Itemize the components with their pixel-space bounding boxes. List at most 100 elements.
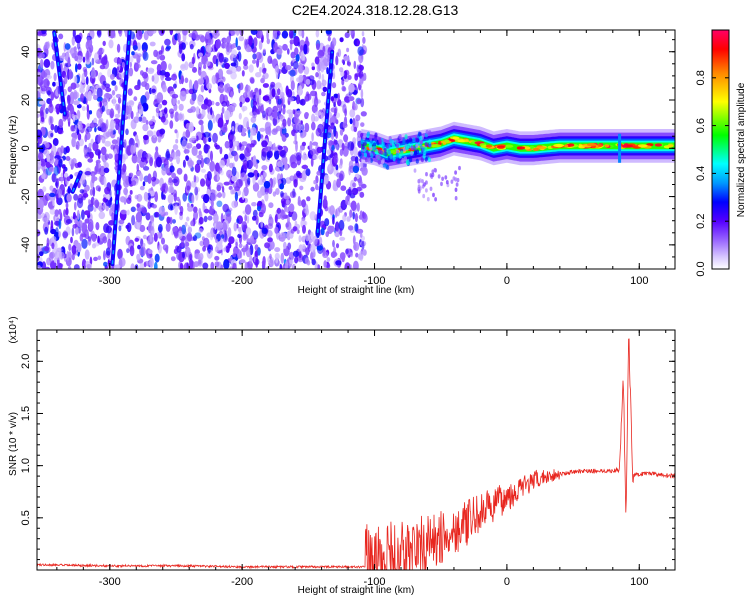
noise-cell: [230, 71, 237, 80]
signal-spread: [402, 138, 406, 143]
noise-cell: [155, 107, 160, 114]
noise-cell: [207, 215, 213, 221]
noise-cell: [202, 237, 210, 248]
noise-cell: [315, 127, 322, 137]
noise-cell: [359, 232, 363, 238]
noise-cell: [48, 103, 54, 114]
noise-cell: [285, 65, 292, 71]
noise-cell: [85, 51, 91, 62]
noise-cell: [280, 198, 286, 205]
signal-tail: [440, 181, 443, 187]
signal-spread: [420, 157, 424, 163]
noise-cell: [262, 48, 266, 54]
signal-spread: [373, 145, 377, 151]
noise-cell: [226, 42, 230, 53]
noise-cell: [105, 247, 111, 256]
signal-spread: [360, 133, 364, 138]
noise-cell: [353, 241, 360, 252]
noise-cell: [76, 104, 82, 109]
noise-cell: [224, 230, 227, 241]
noise-cell: [207, 244, 211, 255]
signal-spread: [358, 151, 362, 157]
noise-cell: [330, 96, 335, 102]
noise-cell: [189, 98, 195, 105]
noise-cell: [111, 80, 117, 86]
noise-cell: [151, 75, 155, 82]
signal-spread: [369, 135, 373, 141]
noise-cell: [362, 211, 365, 219]
noise-cell: [68, 243, 72, 251]
noise-cell: [194, 186, 199, 196]
noise-cell: [330, 122, 335, 130]
signal-hotspot: [532, 147, 540, 151]
noise-cell: [281, 30, 289, 39]
noise-cell: [209, 229, 214, 241]
noise-cell: [64, 43, 71, 50]
noise-cell: [287, 48, 290, 55]
noise-cell: [174, 111, 180, 122]
noise-cell: [159, 54, 166, 61]
noise-cell: [180, 63, 187, 71]
noise-cell: [102, 40, 106, 47]
noise-cell: [208, 30, 212, 33]
noise-cell: [81, 78, 86, 84]
noise-cell: [191, 56, 195, 65]
noise-cell: [102, 203, 107, 210]
noise-cell: [274, 149, 280, 160]
noise-cell: [191, 146, 198, 156]
noise-cell: [275, 125, 282, 132]
noise-cell: [315, 72, 319, 78]
noise-cell: [135, 211, 143, 223]
noise-cell: [68, 69, 73, 80]
noise-cell: [309, 243, 316, 253]
noise-cell: [280, 252, 285, 264]
noise-cell: [188, 79, 193, 90]
noise-cell: [337, 92, 341, 101]
noise-cell: [222, 203, 229, 213]
noise-cell: [39, 53, 45, 59]
signal-tail: [422, 193, 426, 199]
noise-cell: [76, 41, 81, 50]
noise-cell: [131, 51, 135, 56]
noise-cell: [102, 132, 110, 140]
noise-cell: [258, 95, 262, 104]
noise-cell: [261, 140, 268, 148]
noise-cell: [339, 67, 344, 73]
signal-spread: [389, 138, 393, 144]
noise-cell: [49, 185, 54, 191]
signal-spread: [363, 141, 367, 147]
noise-cell: [187, 206, 194, 212]
noise-cell: [337, 99, 342, 107]
noise-cell: [301, 30, 305, 39]
signal-spread: [377, 159, 381, 165]
noise-cell: [327, 36, 331, 42]
noise-cell: [182, 159, 186, 168]
noise-cell: [242, 245, 246, 256]
signal-spread: [384, 151, 388, 157]
noise-cell: [46, 153, 50, 163]
noise-cell: [222, 221, 228, 233]
x-tick-label: -200: [231, 576, 253, 588]
noise-cell: [292, 188, 296, 198]
noise-cell: [342, 214, 347, 222]
noise-cell: [200, 123, 204, 134]
signal-spread: [381, 141, 385, 147]
noise-cell: [166, 216, 171, 224]
noise-cell: [301, 199, 306, 208]
noise-cell: [289, 39, 294, 45]
noise-cell: [230, 91, 234, 99]
noise-cell: [76, 197, 84, 209]
noise-cell: [300, 120, 303, 125]
noise-cell: [198, 228, 204, 234]
noise-cell: [310, 157, 314, 167]
noise-cell: [51, 173, 57, 183]
noise-cell: [171, 93, 179, 99]
noise-cell: [252, 215, 257, 221]
noise-cell: [92, 186, 96, 197]
noise-cell: [356, 99, 361, 104]
y-tick-label: 0: [20, 145, 32, 151]
noise-cell: [297, 64, 304, 74]
noise-cell: [181, 53, 186, 62]
noise-cell: [242, 116, 250, 128]
